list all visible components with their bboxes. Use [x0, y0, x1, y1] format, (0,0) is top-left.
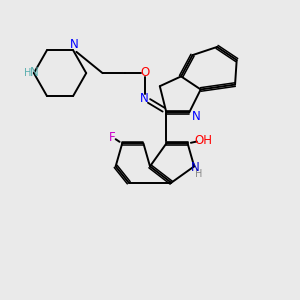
- Text: N: N: [69, 38, 78, 51]
- Text: H: H: [24, 68, 32, 78]
- Text: N: N: [30, 66, 39, 79]
- Text: N: N: [190, 161, 199, 175]
- Text: H: H: [195, 169, 203, 178]
- Text: N: N: [140, 92, 149, 105]
- Text: OH: OH: [194, 134, 212, 147]
- Text: N: N: [191, 110, 200, 123]
- Text: F: F: [108, 131, 115, 144]
- Text: O: O: [140, 66, 150, 79]
